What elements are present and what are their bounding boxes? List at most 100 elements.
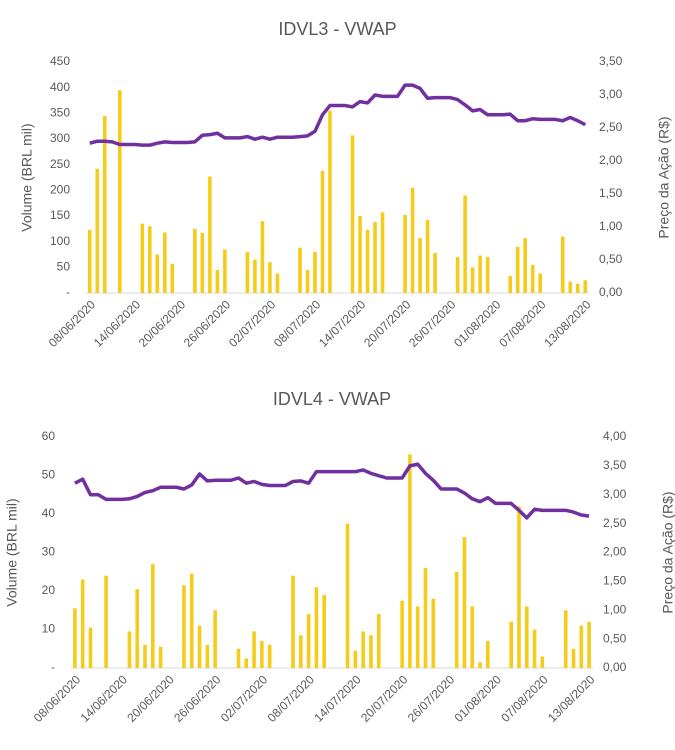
y-tick-label: 20 (42, 583, 56, 597)
bar (478, 662, 482, 668)
bar (345, 523, 350, 668)
bar (433, 252, 437, 293)
bar (267, 644, 272, 668)
y-tick-label: 400 (50, 80, 70, 94)
bar (208, 176, 212, 293)
bar (320, 170, 325, 293)
y2-tick-label: 4,00 (603, 429, 627, 443)
y-tick-label: 10 (42, 622, 56, 636)
x-tick-label: 26/07/2020 (406, 297, 459, 350)
x-tick-label: 07/08/2020 (496, 297, 549, 350)
chart-title: IDVL4 - VWAP (273, 389, 391, 409)
bar (313, 251, 317, 293)
y2-tick-label: 3,50 (599, 54, 623, 68)
bar (215, 269, 220, 293)
bar (95, 168, 100, 293)
bar (361, 631, 365, 668)
y2-tick-label: 2,50 (599, 120, 623, 134)
bar (127, 631, 132, 668)
bar (135, 589, 140, 668)
x-tick-label: 14/06/2020 (78, 672, 131, 725)
bar (415, 606, 420, 668)
x-tick-label: 08/06/2020 (46, 297, 99, 350)
price-line (89, 83, 587, 147)
bar (530, 264, 535, 293)
y2-tick-label: 3,00 (603, 487, 627, 501)
x-tick-label: 20/06/2020 (124, 672, 177, 725)
bar (410, 187, 415, 293)
bar (213, 610, 217, 668)
x-tick-label: 20/06/2020 (136, 297, 189, 350)
bar (306, 614, 311, 668)
chart-title: IDVL3 - VWAP (278, 19, 396, 39)
bar (236, 648, 241, 668)
y2-tick-label: 2,00 (603, 545, 627, 559)
y-tick-label: 300 (50, 131, 70, 145)
x-tick-label: 26/07/2020 (405, 672, 458, 725)
bar (463, 195, 467, 293)
bar (350, 135, 355, 293)
bar (538, 273, 543, 293)
bar (369, 635, 373, 668)
y2-tick-label: 0,00 (599, 285, 623, 299)
y-tick-label: 450 (50, 54, 70, 68)
bar (418, 238, 422, 293)
bar (244, 658, 249, 668)
y2-axis-title: Preço da Ação (R$) (660, 491, 675, 613)
bar (376, 614, 381, 668)
bar (275, 273, 280, 293)
bar (583, 280, 588, 293)
bar (305, 269, 310, 293)
y-tick-label: 60 (42, 429, 56, 443)
x-tick-label: 01/08/2020 (451, 297, 504, 350)
y-tick-label: 200 (50, 183, 70, 197)
bar (253, 259, 257, 293)
x-tick-label: 20/07/2020 (361, 297, 414, 350)
x-tick-label: 14/07/2020 (316, 297, 369, 350)
bar (298, 247, 302, 293)
y2-axis-title: Preço da Ação (R$) (656, 116, 672, 238)
bar (268, 262, 272, 293)
y-tick-label: 350 (50, 106, 70, 120)
bar (425, 220, 430, 293)
y2-tick-label: 2,50 (603, 516, 627, 530)
bar (568, 281, 573, 293)
bar (400, 600, 404, 668)
bar (102, 115, 107, 294)
x-tick-label: 26/06/2020 (181, 297, 234, 350)
bar (485, 257, 490, 293)
y2-tick-label: 2,00 (599, 153, 623, 167)
bar (486, 641, 490, 668)
bar (163, 232, 167, 293)
bar (87, 229, 92, 293)
bar (189, 573, 194, 668)
x-tick-label: 13/08/2020 (545, 672, 598, 725)
x-tick-label: 13/08/2020 (541, 297, 594, 350)
bar (140, 223, 145, 293)
bar (470, 267, 475, 293)
bar (462, 537, 467, 668)
bar (205, 644, 210, 668)
bar (291, 575, 295, 668)
bar (314, 587, 319, 668)
bar (563, 610, 568, 668)
bar (579, 625, 584, 668)
y2-tick-label: 3,50 (603, 458, 627, 472)
bar (373, 222, 377, 293)
bar (358, 216, 362, 293)
y-tick-label: 250 (50, 157, 70, 171)
bar (170, 263, 175, 293)
bar (223, 249, 227, 293)
y2-tick-label: 0,50 (599, 252, 623, 266)
bar (532, 629, 537, 668)
x-tick-label: 14/06/2020 (91, 297, 144, 350)
x-tick-label: 08/07/2020 (265, 672, 318, 725)
bar (143, 644, 147, 668)
bar (365, 229, 370, 293)
bar (353, 650, 358, 668)
y-axis-title: Volume (BRL mil) (19, 123, 35, 231)
bar (478, 255, 482, 293)
bar (299, 635, 303, 668)
bar (575, 283, 580, 293)
